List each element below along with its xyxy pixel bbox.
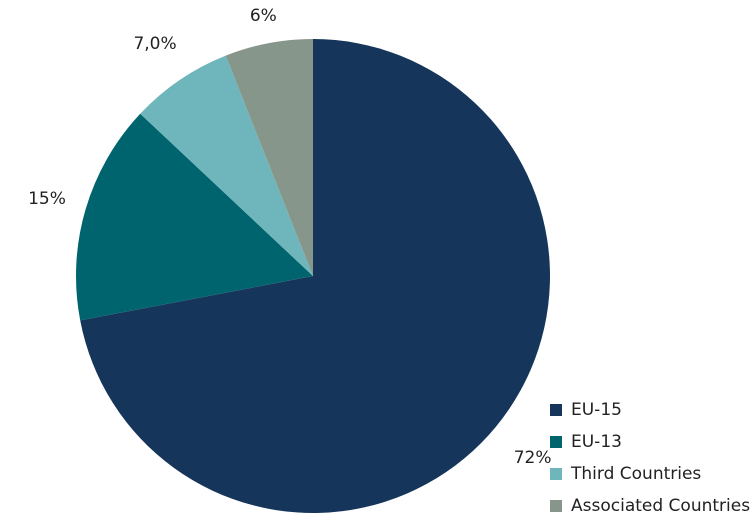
- legend-swatch: [550, 468, 562, 480]
- legend-label: Associated Countries: [571, 496, 751, 516]
- pie-slice-eu-13: [76, 113, 313, 321]
- legend-item: EU-13: [550, 430, 750, 454]
- legend-label: Third Countries: [571, 464, 702, 484]
- legend-swatch: [550, 500, 562, 512]
- pie-slice-associated-countries: [225, 38, 313, 276]
- pie-slice-third-countries: [140, 55, 313, 276]
- data-label-third-countries: 7,0%: [133, 33, 177, 54]
- pie-slice-eu-15: [80, 39, 551, 513]
- legend: EU-15 EU-13 Third Countries Associated Coun…: [550, 398, 750, 526]
- legend-swatch: [550, 404, 562, 416]
- legend-label: EU-13: [571, 432, 622, 452]
- data-label-eu-13: 15%: [28, 188, 66, 209]
- data-label-associated-countries: 6%: [249, 5, 277, 26]
- legend-item: Associated Countries: [550, 494, 750, 518]
- legend-label: EU-15: [571, 400, 622, 420]
- legend-item: EU-15: [550, 398, 750, 422]
- legend-swatch: [550, 436, 562, 448]
- legend-item: Third Countries: [550, 462, 750, 486]
- data-label-eu-15: 72%: [513, 447, 552, 468]
